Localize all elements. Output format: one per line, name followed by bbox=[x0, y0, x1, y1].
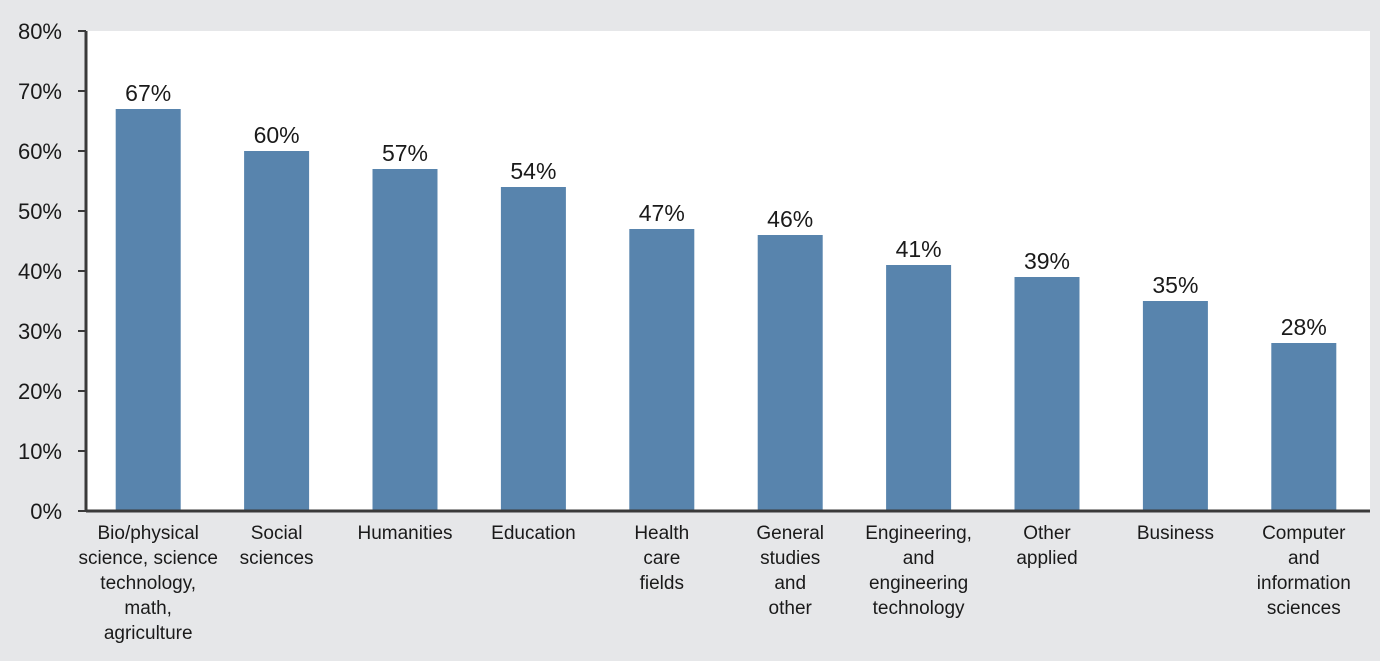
y-tick-label: 0% bbox=[30, 499, 62, 524]
bar-value-label: 54% bbox=[510, 158, 556, 184]
x-category-label: Bio/physical science, science technology, m… bbox=[78, 523, 217, 644]
bar-value-label: 57% bbox=[382, 140, 428, 166]
bar-value-label: 60% bbox=[254, 122, 300, 148]
bar-value-label: 41% bbox=[896, 236, 942, 262]
bar bbox=[116, 109, 181, 511]
bar bbox=[758, 235, 823, 511]
bar-value-label: 67% bbox=[125, 80, 171, 106]
bar bbox=[629, 229, 694, 511]
x-category-label: Other applied bbox=[1016, 523, 1077, 569]
bar-value-label: 39% bbox=[1024, 248, 1070, 274]
x-category-label: Health care fields bbox=[634, 523, 689, 594]
bar bbox=[1143, 301, 1208, 511]
x-category-label: Humanities bbox=[357, 523, 452, 544]
bar-value-label: 46% bbox=[767, 206, 813, 232]
bar bbox=[886, 265, 951, 511]
y-tick-label: 60% bbox=[18, 139, 62, 164]
x-category-label: Engineering, and engineering technology bbox=[865, 523, 972, 619]
y-tick-label: 40% bbox=[18, 259, 62, 284]
x-category-label: Business bbox=[1137, 523, 1214, 544]
bar-value-label: 35% bbox=[1152, 272, 1198, 298]
bar bbox=[244, 151, 309, 511]
bar bbox=[501, 187, 566, 511]
y-tick-label: 10% bbox=[18, 439, 62, 464]
x-category-label: Education bbox=[491, 523, 576, 544]
x-category-label: Social sciences bbox=[240, 523, 314, 569]
bar-value-label: 28% bbox=[1281, 314, 1327, 340]
x-category-label: General studies and other bbox=[756, 523, 824, 619]
y-tick-label: 70% bbox=[18, 79, 62, 104]
y-tick-label: 80% bbox=[18, 19, 62, 44]
category-labels: Bio/physical science, science technology, m… bbox=[78, 523, 1350, 644]
y-axis-ticks: 0% 10% 20% 30% 40% 50% 60% 70% 80% bbox=[18, 19, 86, 524]
y-tick-label: 20% bbox=[18, 379, 62, 404]
x-category-label: Computer and information sciences bbox=[1257, 523, 1351, 619]
bar bbox=[1271, 343, 1336, 511]
y-tick-label: 30% bbox=[18, 319, 62, 344]
bar bbox=[1015, 277, 1080, 511]
y-tick-label: 50% bbox=[18, 199, 62, 224]
bar bbox=[373, 169, 438, 511]
bar-value-label: 47% bbox=[639, 200, 685, 226]
